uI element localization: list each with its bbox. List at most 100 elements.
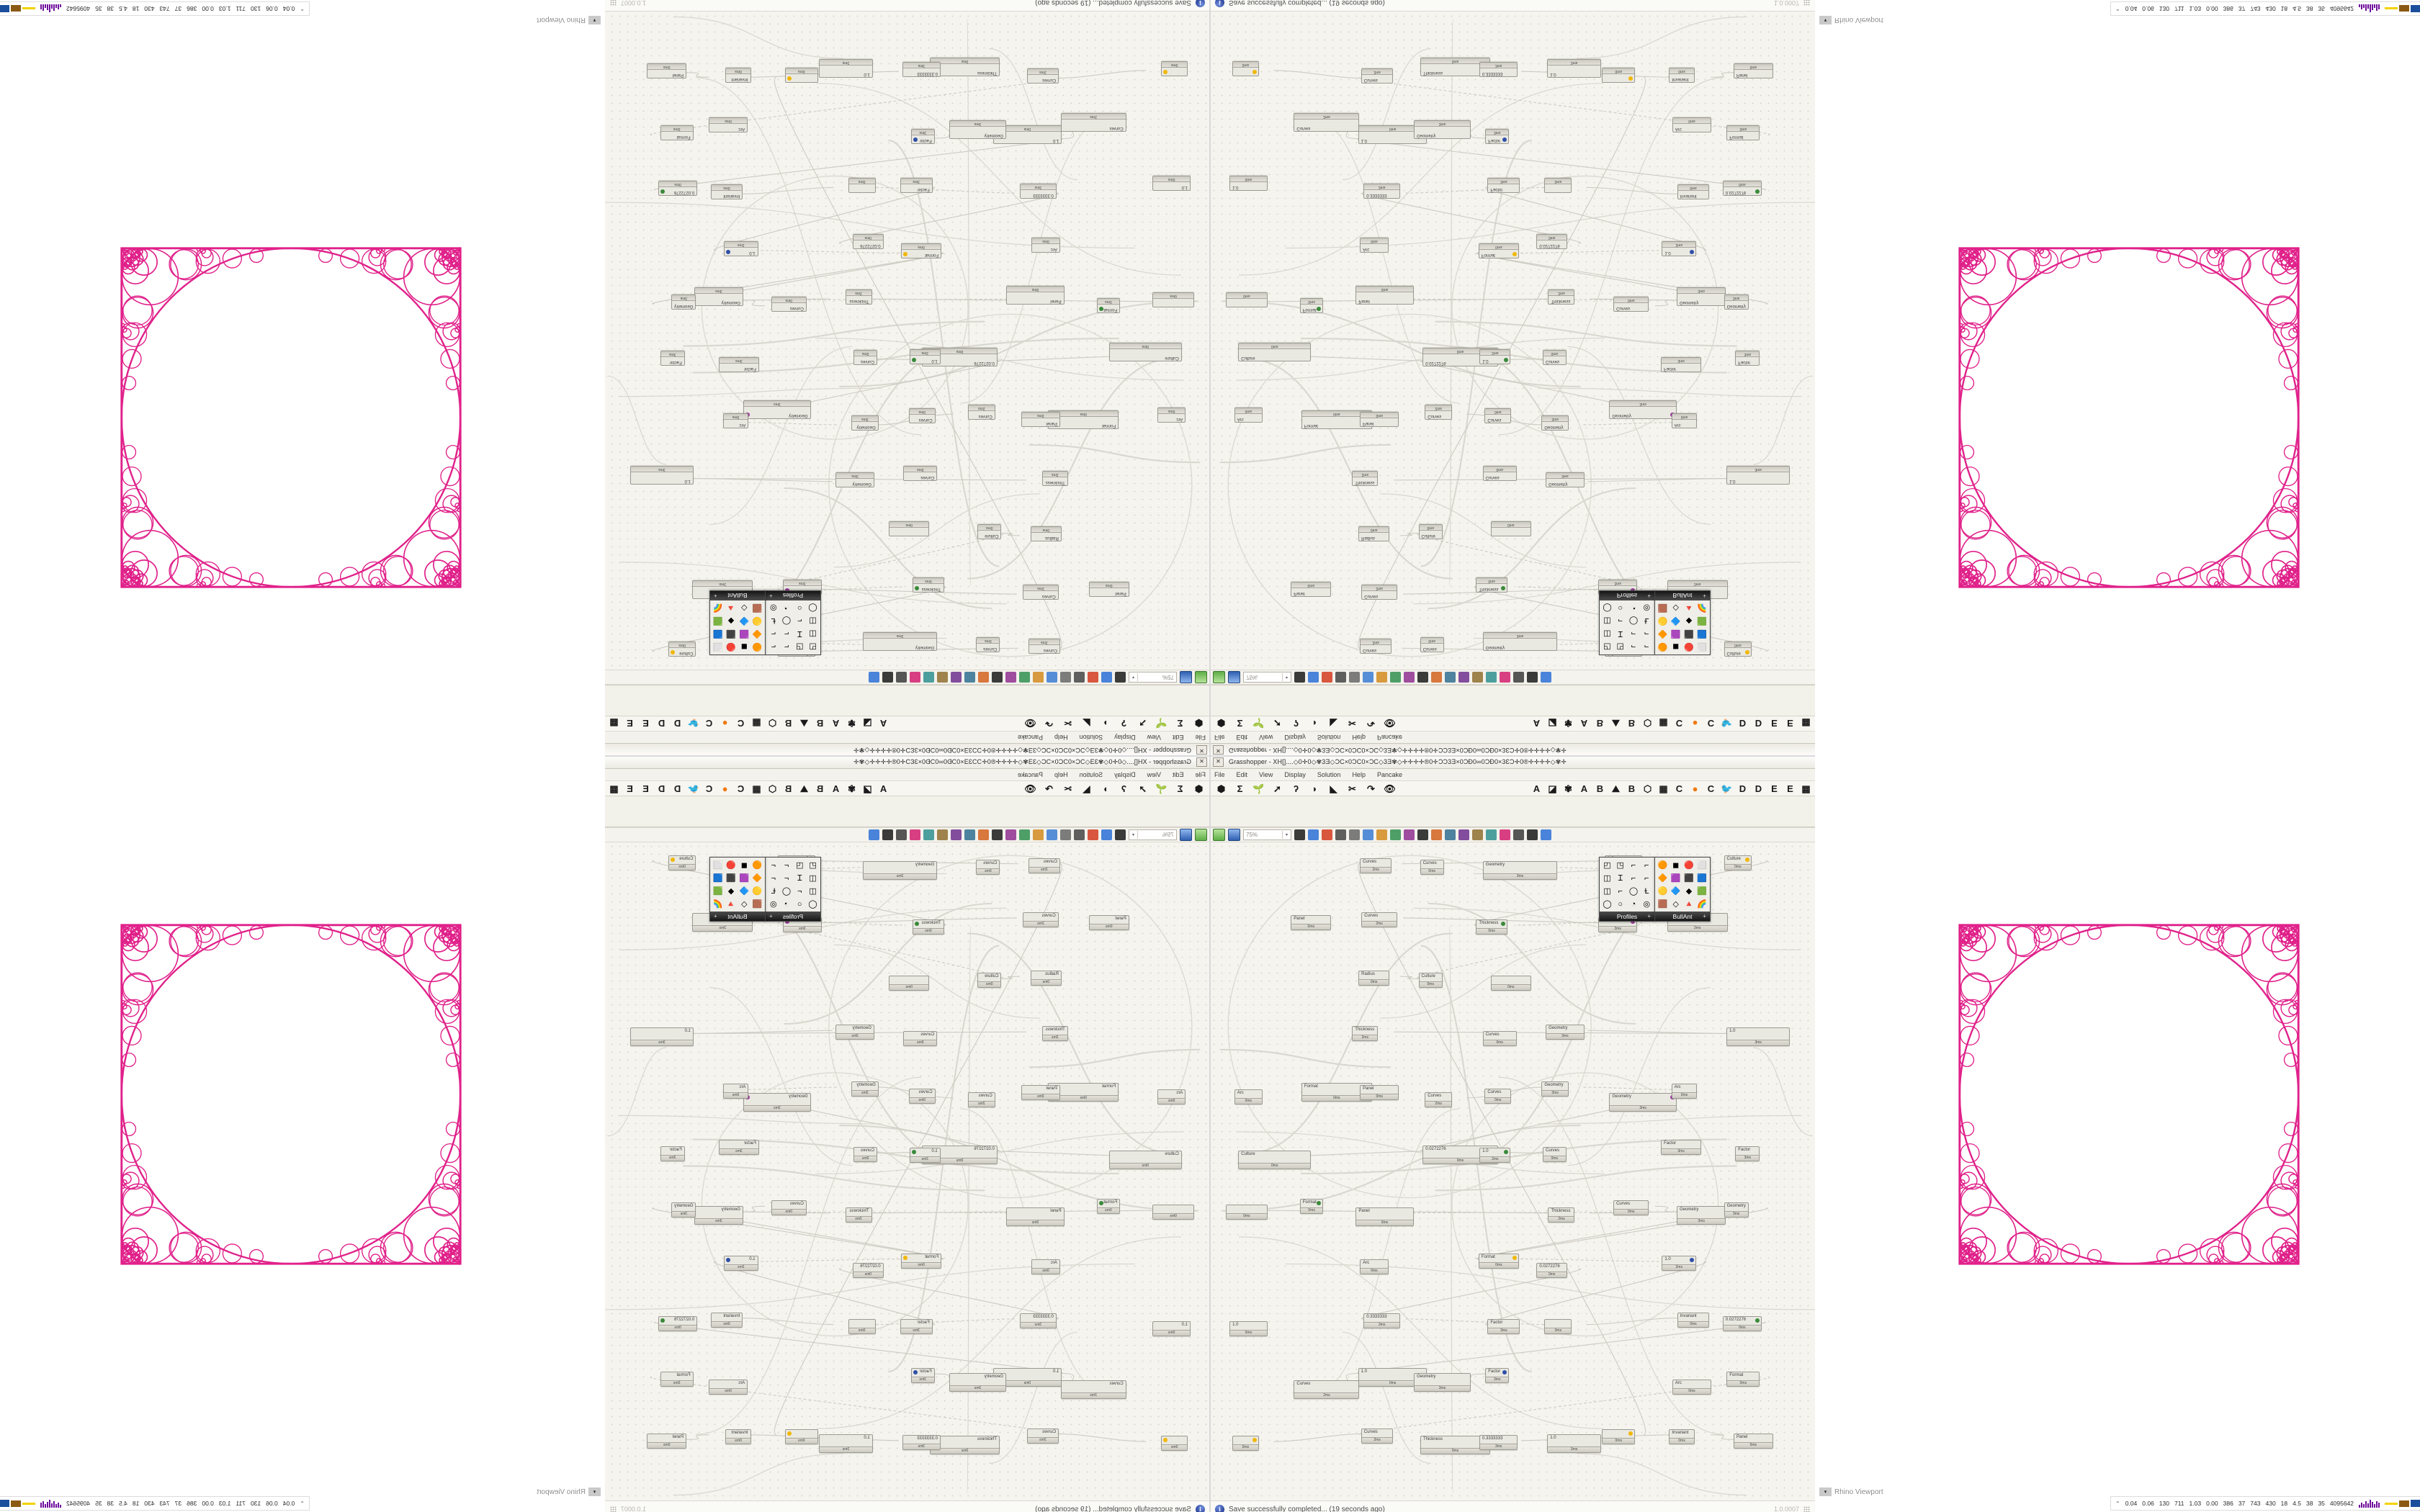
ribbon-group-icon-7[interactable]: ✂ <box>1064 783 1072 794</box>
palette-cell[interactable]: 🌈 <box>1697 603 1708 612</box>
gh-component[interactable]: Curves 2ms <box>967 1092 995 1107</box>
menu-item-help[interactable]: Help <box>1054 734 1068 741</box>
palette-expand-icon[interactable]: + <box>714 913 717 919</box>
palette-cell[interactable]: 🟠 <box>752 861 763 870</box>
menu-item-pancake[interactable]: Pancake <box>1376 771 1402 778</box>
gh-component[interactable]: Curves 2ms <box>1425 1092 1453 1107</box>
gh-component[interactable]: 1.0 0ms <box>1152 176 1191 192</box>
palette-cell[interactable]: ◼ <box>740 861 748 870</box>
tab-bullant-icon[interactable]: 🐦 <box>1721 783 1733 794</box>
gh-component[interactable]: Culture 0ms <box>977 973 1002 989</box>
palette-cell[interactable]: ◎ <box>769 603 777 612</box>
gh-component[interactable]: 0ms <box>1602 1428 1636 1444</box>
palette-cell[interactable]: ◇ <box>1672 603 1679 612</box>
gh-component[interactable]: Curves 2ms <box>1361 68 1394 84</box>
palette-cell[interactable]: ◎ <box>769 900 777 909</box>
gh-component[interactable]: 0.0272276 0ms <box>658 1316 698 1332</box>
gh-component[interactable]: Invariant 0ms <box>710 184 743 200</box>
tab-bullant-icon[interactable]: 🐦 <box>1721 718 1733 729</box>
gh-component[interactable]: Arc 0ms <box>1157 1089 1186 1104</box>
palette-cell[interactable]: 🟫 <box>1657 900 1668 909</box>
gh-component[interactable]: 1.0 2ms <box>909 349 941 365</box>
gh-component[interactable]: Panel 0ms <box>1360 1085 1399 1101</box>
gh-component[interactable]: Format 0ms <box>1299 297 1324 313</box>
gear-icon[interactable] <box>910 672 920 683</box>
tab-vector-icon[interactable]: A <box>1580 783 1588 794</box>
tab-kangaroo-icon[interactable]: ● <box>722 783 728 794</box>
palette-cell[interactable]: ⬛ <box>726 629 736 638</box>
palette-cell[interactable]: 🟦 <box>1697 874 1708 883</box>
tab-kangaroo-icon[interactable]: ● <box>1692 718 1698 729</box>
ribbon-group-icon-4[interactable]: ʔ <box>1293 718 1299 729</box>
gh-component[interactable]: Culture 0ms <box>1418 973 1443 989</box>
palette-cell[interactable]: ◔ <box>1631 603 1636 613</box>
sliders-icon[interactable] <box>1486 829 1497 840</box>
palette-expand-icon[interactable]: + <box>1703 913 1706 919</box>
palette-cell[interactable]: 🔺 <box>1684 603 1694 612</box>
gh-component[interactable]: Format 0ms <box>1726 125 1760 140</box>
palette-cell[interactable]: ◔ <box>1631 899 1636 909</box>
palette-cell[interactable]: ◳ <box>796 861 804 870</box>
palette-cell[interactable]: ◳ <box>1616 642 1624 651</box>
shapes-icon[interactable] <box>882 672 893 683</box>
gh-component[interactable]: 1.0 3ms <box>1547 1434 1601 1454</box>
gh-component[interactable]: Geometry 3ms <box>694 287 743 306</box>
gh-component[interactable]: Panel 0ms <box>1355 286 1414 305</box>
palette-cell[interactable]: ◫ <box>809 616 817 625</box>
chevron-down-icon[interactable]: ▾ <box>1282 831 1291 839</box>
palette-cell[interactable]: ⌐ <box>797 616 802 626</box>
gh-component[interactable]: Curves 0ms <box>853 349 878 365</box>
tab-weaverbird-icon[interactable]: C <box>1707 718 1715 729</box>
palette-cell[interactable]: 🔺 <box>726 900 736 909</box>
ribbon-group-icon-9[interactable]: 👁 <box>1024 783 1036 794</box>
tab-weaverbird-icon[interactable]: C <box>1707 783 1715 794</box>
gh-component[interactable]: Thickness 0ms <box>913 577 944 593</box>
gh-component[interactable]: 1.0 2ms <box>909 1147 941 1163</box>
cluster-icon[interactable] <box>992 829 1003 840</box>
bake-icon[interactable] <box>1445 829 1456 840</box>
palette-cell[interactable]: ◆ <box>727 616 735 625</box>
gha-icon[interactable] <box>1047 672 1057 683</box>
gh-component[interactable]: Culture 0ms <box>668 855 696 870</box>
gh-component[interactable]: Factor 3ms <box>660 350 685 366</box>
tab-pufferfish-icon[interactable]: E <box>642 718 649 729</box>
palette-caption[interactable]: BullAnt + <box>1655 912 1710 921</box>
close-icon[interactable]: ✕ <box>1213 757 1224 767</box>
gh-component[interactable]: Factor 3ms <box>660 1146 685 1162</box>
chevron-down-icon[interactable]: ▾ <box>588 16 601 24</box>
grasshopper-canvas[interactable]: Curves 2ms Curves 0ms Geometry 3ms 1.0 3ms Radiu… <box>1210 842 1815 1500</box>
menu-item-display[interactable]: Display <box>1114 771 1136 778</box>
gh-component[interactable]: 1.0 3ms <box>1726 465 1791 485</box>
ram-icon[interactable] <box>1431 672 1442 683</box>
palette-cell[interactable]: ◎ <box>1643 900 1651 909</box>
at-icon[interactable] <box>1060 672 1071 683</box>
camera-icon[interactable] <box>1390 829 1401 840</box>
gh-component[interactable]: Panel 0ms <box>647 63 686 78</box>
palette-caption[interactable]: Profiles + <box>1600 912 1654 921</box>
palette-cell[interactable]: 🟦 <box>712 629 723 638</box>
tab-heteroptera-icon[interactable]: D <box>1754 783 1762 794</box>
ribbon-group-icon-2[interactable]: 🌱 <box>1252 718 1265 729</box>
menu-item-view[interactable]: View <box>1147 734 1161 741</box>
palette-cell[interactable]: ◼ <box>1672 861 1680 870</box>
menu-item-solution[interactable]: Solution <box>1079 734 1103 741</box>
gh-component[interactable]: Culture 0ms <box>1418 523 1443 539</box>
tab-params-icon[interactable]: A <box>879 783 887 794</box>
gh-component[interactable]: Factor 3ms <box>1735 350 1760 366</box>
tab-vector-icon[interactable]: A <box>832 718 840 729</box>
gh-component[interactable]: Curves 2ms <box>1361 1428 1394 1444</box>
menu-item-solution[interactable]: Solution <box>1079 771 1103 778</box>
tab-intersect-icon[interactable]: ⬡ <box>768 718 777 729</box>
gh-component[interactable]: 1.0 3ms <box>1547 58 1601 78</box>
ribbon-group-icon-8[interactable]: ↷ <box>1367 783 1375 794</box>
tab-pufferfish-icon[interactable]: E <box>1771 718 1778 729</box>
palette-cell[interactable]: ⬜ <box>712 861 723 870</box>
tab-anemone-icon[interactable]: E <box>627 783 633 794</box>
sliders-icon[interactable] <box>923 672 934 683</box>
gh-component[interactable]: Arc 0ms <box>1360 1259 1389 1275</box>
tab-maths-icon[interactable]: ◪ <box>1548 718 1557 729</box>
tab-params-icon[interactable]: A <box>879 718 887 729</box>
menu-item-help[interactable]: Help <box>1352 771 1366 778</box>
gh-component[interactable]: 0ms <box>1226 1205 1268 1220</box>
gh-component[interactable]: Thickness 0ms <box>913 919 944 935</box>
